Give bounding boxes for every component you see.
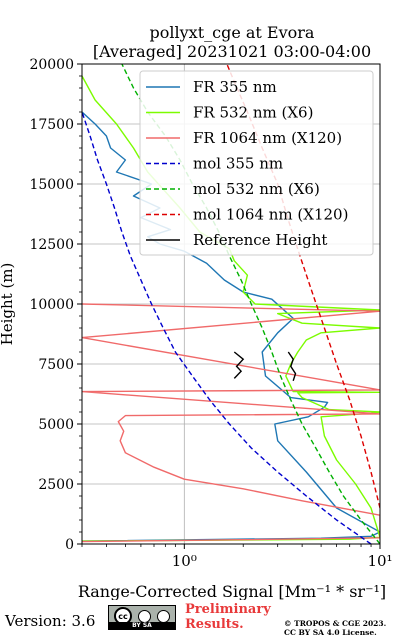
- series-line-reference-height: [287, 351, 297, 382]
- legend: FR 355 nm FR 532 nm (X6) FR 1064 nm (X120)…: [139, 70, 374, 256]
- series-line-fr-1064-nm-x120: [82, 303, 380, 543]
- copyright-line-2: CC BY SA 4.0 License.: [284, 628, 377, 637]
- y-tick-label: 5000: [38, 417, 74, 433]
- copyright-notice: © TROPOS & CGE 2023. CC BY SA 4.0 Licens…: [284, 619, 386, 637]
- results-text: Results.: [185, 617, 244, 632]
- legend-label: mol 532 nm (X6): [193, 180, 320, 198]
- preliminary-text: Preliminary: [185, 602, 271, 617]
- legend-box: [139, 70, 374, 256]
- series-line-fr-355-nm: [82, 111, 380, 542]
- version-label: Version: 3.6: [5, 612, 96, 630]
- series-line-reference-height: [233, 351, 245, 379]
- x-tick-label: 10⁰: [172, 552, 197, 570]
- legend-label: FR 1064 nm (X120): [193, 129, 342, 147]
- by-icon: [138, 609, 151, 623]
- copyright-line-1: © TROPOS & CGE 2023.: [284, 619, 387, 628]
- x-tick-label: 10¹: [367, 552, 392, 570]
- x-axis: 10⁰ 10¹: [81, 544, 393, 570]
- y-tick-label: 10000: [29, 297, 74, 313]
- preliminary-notice: Preliminary Results.: [185, 602, 271, 632]
- series-line-mol-355-nm: [82, 111, 372, 544]
- license-badge-text: BY SA: [108, 622, 176, 630]
- chart-subtitle: [Averaged] 20231021 03:00-04:00: [93, 42, 371, 61]
- y-tick-label: 15000: [29, 177, 74, 193]
- chart-title: pollyxt_cge at Evora: [150, 23, 315, 42]
- y-tick-label: 2500: [38, 477, 74, 493]
- legend-label: Reference Height: [193, 231, 327, 249]
- y-axis: 0 2500 5000 7500 10000 12500 15000 17500 20000: [29, 57, 82, 553]
- legend-label: FR 532 nm (X6): [193, 104, 313, 122]
- y-axis-label: Height (m): [0, 263, 16, 346]
- legend-label: mol 1064 nm (X120): [193, 206, 348, 224]
- cc-icon: cc: [114, 607, 132, 625]
- cc-license-logo: cc: [108, 605, 176, 627]
- sa-icon: [157, 609, 170, 623]
- y-tick-label: 7500: [38, 357, 74, 373]
- x-axis-label: Range-Corrected Signal [Mm⁻¹ * sr⁻¹]: [78, 582, 386, 600]
- legend-label: FR 355 nm: [193, 78, 277, 96]
- y-tick-label: 17500: [29, 117, 74, 133]
- y-tick-label: 12500: [29, 237, 74, 253]
- legend-label: mol 355 nm: [193, 155, 283, 173]
- y-tick-label: 0: [65, 537, 74, 553]
- y-tick-label: 20000: [29, 57, 74, 73]
- series-line-mol-532-nm-x6: [121, 64, 380, 544]
- range-corrected-signal-chart: pollyxt_cge at Evora [Averaged] 20231021…: [0, 23, 393, 600]
